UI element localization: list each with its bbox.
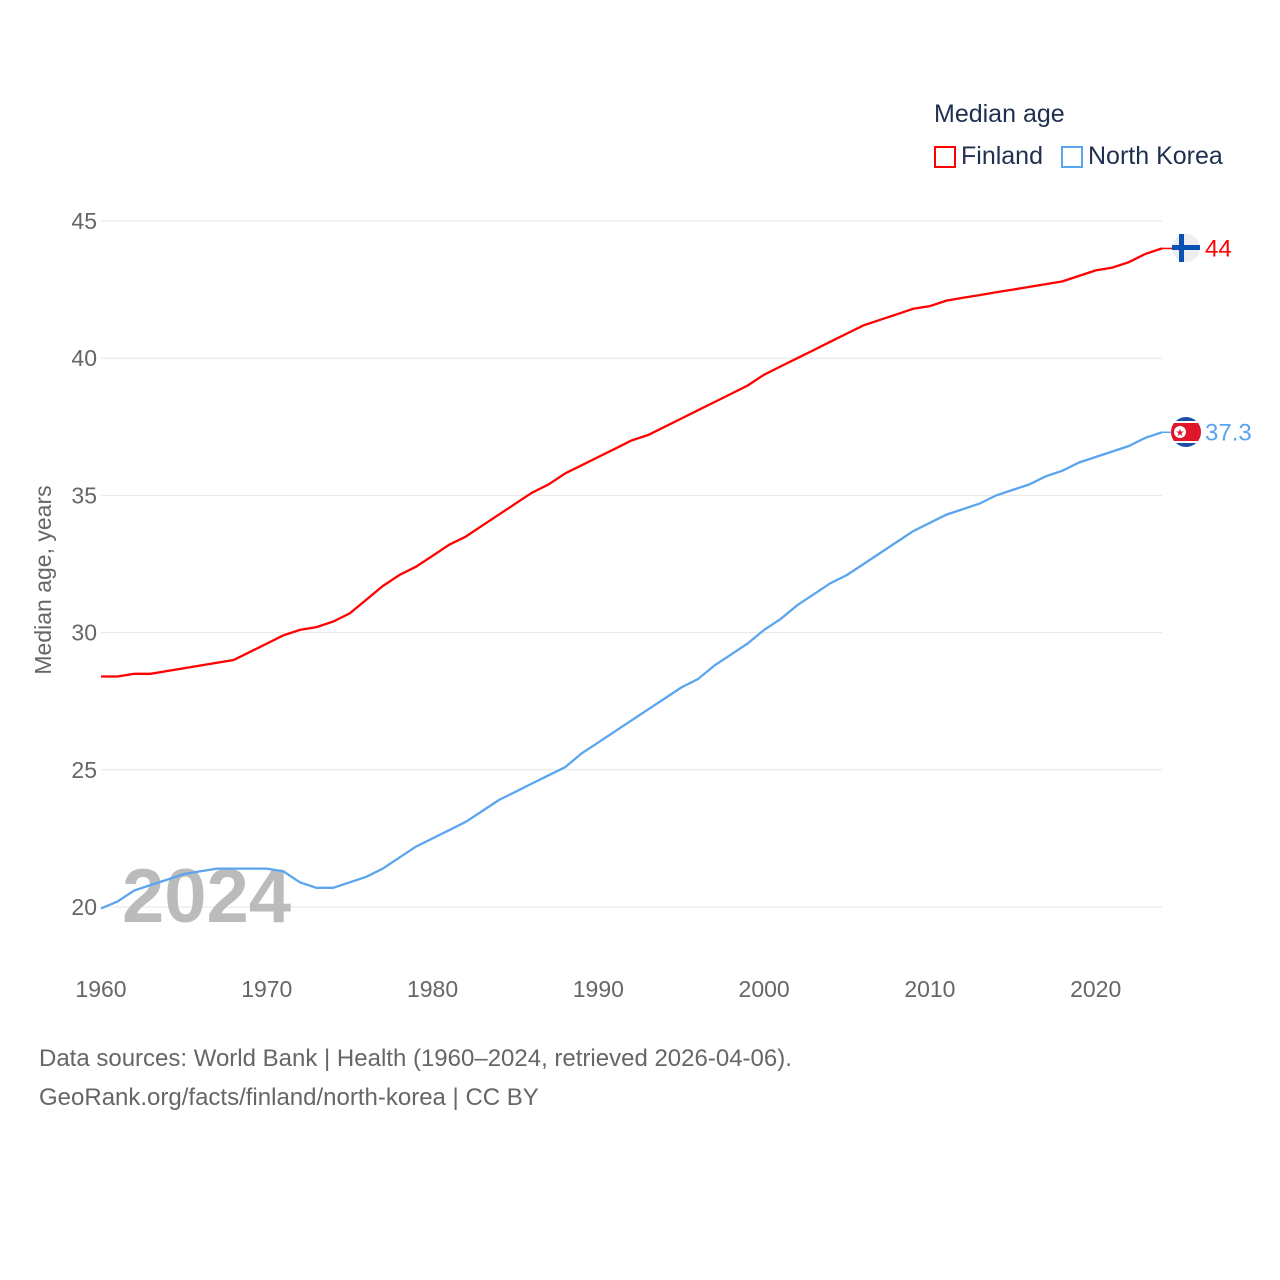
- y-tick-label: 20: [71, 894, 97, 920]
- legend-label: Finland: [961, 142, 1043, 170]
- legend: Finland North Korea: [934, 142, 1223, 171]
- legend-item-finland[interactable]: Finland: [934, 142, 1043, 171]
- y-axis-label: Median age, years: [30, 485, 56, 674]
- series-line-finland: [101, 247, 1163, 678]
- legend-swatch: [934, 145, 956, 168]
- north-korea-flag-icon: ★: [1171, 417, 1201, 447]
- end-value-label: 37.3: [1205, 419, 1252, 446]
- x-tick-label: 1980: [407, 976, 458, 1002]
- y-tick-label: 40: [71, 345, 97, 371]
- finland-flag-icon: [1172, 234, 1200, 262]
- x-tick-label: 1960: [75, 976, 126, 1002]
- source-link[interactable]: GeoRank.org/facts/finland/north-korea | …: [39, 1084, 539, 1111]
- x-tick-label: 1970: [241, 976, 292, 1002]
- source-text: Data sources: World Bank | Health (1960–…: [39, 1045, 792, 1072]
- y-tick-label: 30: [71, 620, 97, 646]
- y-tick-label: 25: [71, 757, 97, 783]
- legend-label: North Korea: [1088, 142, 1223, 170]
- end-value-label: 44: [1205, 235, 1232, 262]
- y-tick-label: 35: [71, 482, 97, 508]
- legend-title: Median age: [934, 100, 1065, 128]
- x-tick-label: 2000: [739, 976, 790, 1002]
- year-watermark: 2024: [122, 854, 291, 939]
- x-tick-label: 1990: [573, 976, 624, 1002]
- legend-swatch: [1061, 145, 1083, 168]
- x-tick-label: 2010: [904, 976, 955, 1002]
- svg-text:★: ★: [1176, 428, 1185, 439]
- x-tick-label: 2020: [1070, 976, 1121, 1002]
- legend-item-north-korea[interactable]: North Korea: [1061, 142, 1223, 171]
- series-line-north-korea: [100, 431, 1163, 910]
- y-tick-label: 45: [71, 208, 97, 234]
